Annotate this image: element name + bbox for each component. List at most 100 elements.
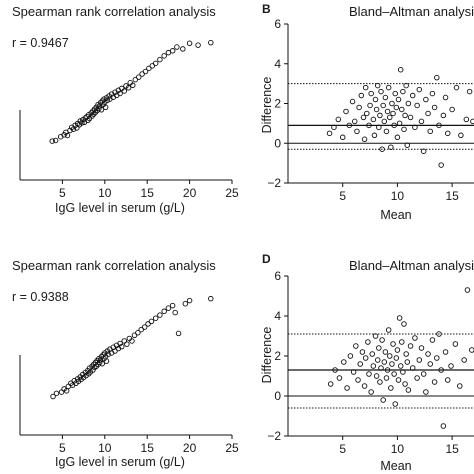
data-point — [405, 100, 412, 107]
correlation-annotation: r = 0.9388 — [12, 290, 69, 304]
data-point — [135, 330, 141, 336]
data-point — [431, 379, 438, 385]
data-point — [372, 96, 379, 103]
data-point — [425, 110, 431, 117]
data-point — [412, 335, 418, 341]
data-point — [407, 343, 414, 349]
data-point — [385, 327, 392, 333]
data-point — [416, 357, 423, 363]
data-point — [403, 351, 409, 357]
data-point — [175, 330, 182, 337]
data-point — [418, 118, 425, 125]
data-point — [208, 39, 214, 46]
data-point — [341, 359, 347, 365]
data-point — [412, 124, 418, 131]
panel-label: B — [262, 2, 271, 16]
y-tick-label: 4 — [274, 309, 281, 323]
data-point — [343, 108, 349, 115]
x-tick-label: 10 — [98, 441, 112, 455]
x-axis-label: IgG level in serum (g/L) — [55, 201, 185, 215]
data-point — [117, 90, 123, 97]
data-point — [457, 383, 463, 389]
data-point — [404, 142, 411, 148]
data-point — [376, 345, 382, 351]
data-point — [463, 116, 470, 123]
data-point — [157, 56, 163, 63]
data-point — [373, 373, 380, 379]
data-point — [389, 361, 395, 367]
data-point — [344, 385, 350, 391]
data-point — [420, 371, 427, 377]
data-point — [400, 88, 406, 95]
data-point — [404, 359, 411, 365]
data-point — [142, 68, 149, 75]
data-point — [135, 74, 142, 80]
data-point — [373, 106, 380, 113]
data-point — [420, 148, 427, 154]
data-point — [464, 287, 471, 293]
data-point — [405, 387, 412, 393]
data-point — [379, 146, 385, 152]
data-point — [131, 332, 138, 339]
data-point — [165, 305, 172, 311]
data-point — [161, 308, 167, 315]
chart-title: Bland–Altman analysis — [349, 258, 474, 273]
data-point — [382, 349, 389, 355]
data-point — [105, 351, 111, 357]
x-axis-label: Mean — [380, 459, 411, 473]
data-point — [366, 122, 372, 129]
data-point — [364, 110, 370, 117]
data-point — [157, 312, 163, 318]
y-tick-label: 2 — [274, 349, 281, 363]
data-point — [431, 104, 438, 111]
y-tick-label: 6 — [274, 269, 281, 283]
data-point — [327, 381, 334, 387]
data-point — [366, 371, 372, 377]
data-point — [453, 84, 460, 91]
x-tick-label: 5 — [339, 442, 346, 456]
data-point — [448, 363, 454, 369]
data-point — [438, 367, 444, 373]
x-tick-label: 10 — [391, 189, 405, 203]
data-point — [434, 74, 440, 81]
data-point — [121, 88, 128, 94]
chart-title: Spearman rank correlation analysis — [12, 4, 216, 19]
data-point — [355, 377, 361, 383]
data-point — [384, 108, 391, 115]
data-point — [362, 355, 369, 361]
data-point — [414, 102, 420, 109]
data-point — [387, 114, 393, 121]
data-point — [53, 390, 60, 397]
data-point — [169, 48, 176, 54]
data-point — [387, 353, 393, 359]
data-point — [96, 105, 102, 112]
data-point — [379, 337, 385, 343]
data-point — [409, 92, 416, 99]
data-point — [358, 92, 365, 99]
x-axis-label: Mean — [380, 208, 411, 222]
x-tick-label: 25 — [225, 186, 239, 200]
data-point — [396, 120, 403, 127]
data-point — [50, 393, 56, 400]
data-point — [148, 318, 155, 325]
data-point — [400, 369, 406, 375]
chart-title: Spearman rank correlation analysis — [12, 258, 216, 273]
data-point — [186, 297, 193, 304]
data-point — [368, 389, 374, 395]
data-point — [349, 98, 356, 105]
data-point — [356, 104, 362, 111]
x-tick-label: 15 — [141, 186, 155, 200]
data-point — [423, 96, 429, 103]
data-point — [377, 379, 383, 385]
data-point — [444, 377, 451, 383]
data-point — [396, 315, 403, 321]
bland-altman-panel-top: B Bland–Altman analysis Difference Mean … — [260, 2, 474, 222]
data-point — [380, 102, 386, 109]
data-point — [436, 122, 442, 129]
data-point — [392, 401, 398, 407]
data-point — [125, 85, 132, 91]
data-point — [174, 44, 180, 50]
data-point — [414, 375, 420, 381]
data-point — [381, 359, 388, 365]
